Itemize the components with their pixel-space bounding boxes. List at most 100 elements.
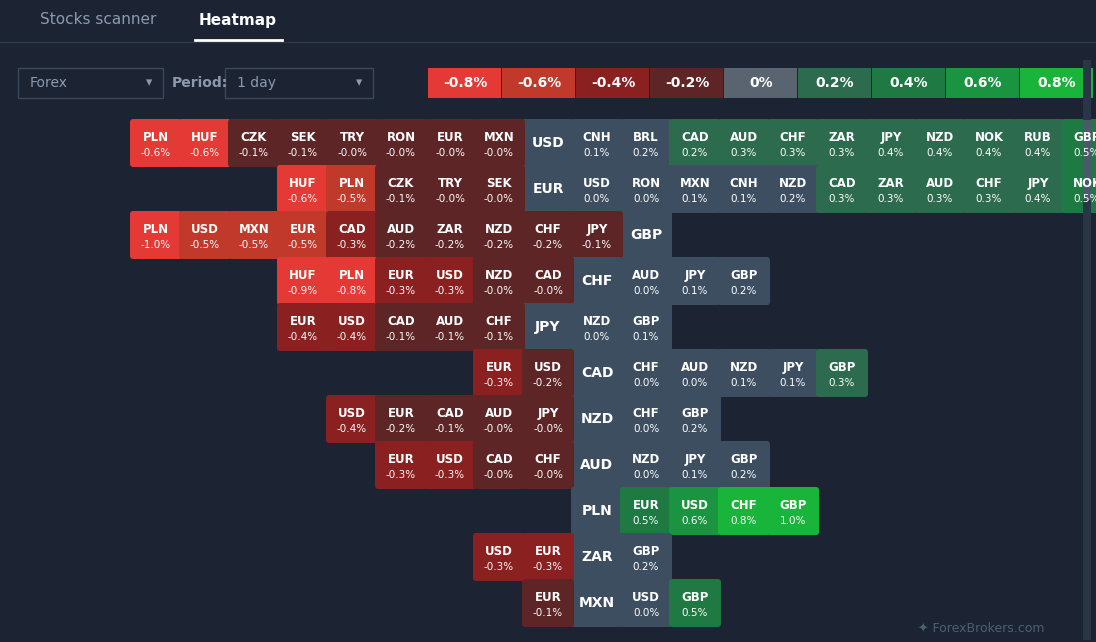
Text: -0.1%: -0.1%	[435, 424, 465, 433]
Text: 0.5%: 0.5%	[682, 608, 708, 618]
FancyBboxPatch shape	[522, 211, 574, 259]
Bar	[650, 68, 723, 98]
Text: CHF: CHF	[632, 407, 660, 420]
Text: CHF: CHF	[731, 499, 757, 512]
Text: ✦ ForexBrokers.com: ✦ ForexBrokers.com	[918, 621, 1044, 634]
Text: USD: USD	[338, 407, 366, 420]
FancyBboxPatch shape	[522, 165, 574, 213]
Text: RON: RON	[387, 131, 415, 144]
FancyBboxPatch shape	[620, 533, 672, 581]
FancyBboxPatch shape	[277, 211, 329, 259]
FancyBboxPatch shape	[718, 119, 770, 167]
FancyBboxPatch shape	[571, 211, 623, 259]
FancyBboxPatch shape	[326, 119, 378, 167]
Text: EUR: EUR	[632, 499, 660, 512]
FancyBboxPatch shape	[620, 395, 672, 443]
FancyBboxPatch shape	[424, 119, 476, 167]
Text: USD: USD	[681, 499, 709, 512]
FancyBboxPatch shape	[669, 165, 721, 213]
FancyBboxPatch shape	[473, 165, 525, 213]
Text: -0.2%: -0.2%	[533, 239, 563, 250]
Text: 0.3%: 0.3%	[731, 148, 757, 158]
Text: 0.1%: 0.1%	[731, 377, 757, 388]
FancyBboxPatch shape	[473, 395, 525, 443]
Text: 0.3%: 0.3%	[829, 148, 855, 158]
FancyBboxPatch shape	[718, 165, 770, 213]
Text: USD: USD	[632, 591, 660, 604]
Text: 0.4%: 0.4%	[975, 148, 1002, 158]
Text: ZAR: ZAR	[581, 550, 613, 564]
Text: -0.1%: -0.1%	[386, 194, 416, 204]
Text: -0.4%: -0.4%	[336, 424, 367, 433]
Text: EUR: EUR	[289, 315, 317, 328]
Text: AUD: AUD	[436, 315, 464, 328]
FancyBboxPatch shape	[1061, 165, 1096, 213]
Text: 0.3%: 0.3%	[927, 194, 954, 204]
Text: NZD: NZD	[484, 223, 513, 236]
Text: PLN: PLN	[339, 177, 365, 190]
FancyBboxPatch shape	[375, 257, 427, 305]
FancyBboxPatch shape	[473, 303, 525, 351]
Text: GBP: GBP	[682, 591, 709, 604]
Text: NZD: NZD	[484, 269, 513, 282]
Text: -1.0%: -1.0%	[141, 239, 171, 250]
Text: -0.1%: -0.1%	[435, 332, 465, 342]
Text: HUF: HUF	[289, 177, 317, 190]
Text: CAD: CAD	[534, 269, 562, 282]
Text: EUR: EUR	[388, 453, 414, 466]
Text: 0.4%: 0.4%	[1025, 148, 1051, 158]
Text: -0.1%: -0.1%	[386, 332, 416, 342]
Text: EUR: EUR	[388, 407, 414, 420]
FancyBboxPatch shape	[669, 395, 721, 443]
Text: EUR: EUR	[388, 269, 414, 282]
Text: CNH: CNH	[583, 131, 612, 144]
Text: -0.1%: -0.1%	[288, 148, 318, 158]
Text: CHF: CHF	[632, 361, 660, 374]
FancyBboxPatch shape	[620, 349, 672, 397]
FancyBboxPatch shape	[424, 257, 476, 305]
Text: PLN: PLN	[582, 504, 613, 518]
Text: 0.2%: 0.2%	[731, 286, 757, 296]
Text: PLN: PLN	[339, 269, 365, 282]
Text: 0%: 0%	[750, 76, 773, 90]
Text: CHF: CHF	[535, 453, 561, 466]
Text: CHF: CHF	[486, 315, 512, 328]
FancyBboxPatch shape	[277, 119, 329, 167]
Text: 0.0%: 0.0%	[632, 194, 659, 204]
Text: -0.0%: -0.0%	[484, 286, 514, 296]
FancyBboxPatch shape	[179, 119, 231, 167]
FancyBboxPatch shape	[767, 487, 819, 535]
FancyBboxPatch shape	[865, 165, 917, 213]
Text: -0.0%: -0.0%	[386, 148, 416, 158]
FancyBboxPatch shape	[669, 579, 721, 627]
FancyBboxPatch shape	[1061, 119, 1096, 167]
Text: 0.0%: 0.0%	[682, 377, 708, 388]
Text: AUD: AUD	[681, 361, 709, 374]
Text: -0.1%: -0.1%	[533, 608, 563, 618]
FancyBboxPatch shape	[522, 119, 574, 167]
Text: ▾: ▾	[356, 76, 362, 89]
Text: JPY: JPY	[880, 131, 902, 144]
Text: ZAR: ZAR	[878, 177, 904, 190]
Text: 0.0%: 0.0%	[632, 470, 659, 480]
Text: CAD: CAD	[682, 131, 709, 144]
FancyBboxPatch shape	[522, 395, 574, 443]
Text: 0.1%: 0.1%	[731, 194, 757, 204]
Text: -0.3%: -0.3%	[484, 562, 514, 571]
Text: 0.0%: 0.0%	[584, 194, 610, 204]
Text: -0.2%: -0.2%	[386, 239, 416, 250]
Text: 0.0%: 0.0%	[584, 332, 610, 342]
Text: 0.1%: 0.1%	[780, 377, 807, 388]
Text: JPY: JPY	[783, 361, 803, 374]
Text: USD: USD	[191, 223, 219, 236]
FancyBboxPatch shape	[620, 441, 672, 489]
FancyBboxPatch shape	[473, 119, 525, 167]
Text: SEK: SEK	[487, 177, 512, 190]
Text: MXN: MXN	[239, 223, 270, 236]
FancyBboxPatch shape	[963, 119, 1015, 167]
FancyBboxPatch shape	[473, 349, 525, 397]
Text: 0.1%: 0.1%	[584, 148, 610, 158]
Bar	[798, 68, 871, 98]
FancyBboxPatch shape	[817, 165, 868, 213]
Text: AUD: AUD	[926, 177, 954, 190]
